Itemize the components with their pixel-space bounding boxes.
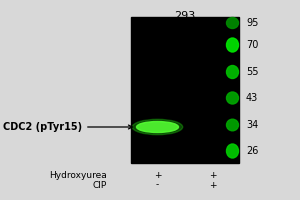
Text: 293: 293 (174, 11, 195, 21)
Text: 26: 26 (246, 146, 258, 156)
Ellipse shape (226, 92, 238, 104)
Text: 43: 43 (246, 93, 258, 103)
Ellipse shape (132, 119, 183, 135)
Ellipse shape (226, 119, 238, 131)
Bar (130, 17, 238, 163)
Text: Hydroxyurea: Hydroxyurea (49, 170, 106, 180)
Ellipse shape (226, 18, 238, 28)
Text: 70: 70 (246, 40, 258, 50)
Ellipse shape (226, 144, 238, 158)
Ellipse shape (226, 38, 238, 52)
Text: +: + (209, 170, 217, 180)
Text: 34: 34 (246, 120, 258, 130)
Text: +: + (209, 180, 217, 190)
Text: 55: 55 (246, 67, 259, 77)
Text: 95: 95 (246, 18, 258, 28)
Text: -: - (156, 180, 159, 190)
Ellipse shape (226, 66, 238, 78)
Ellipse shape (136, 121, 178, 132)
Text: +: + (154, 170, 161, 180)
Text: CIP: CIP (92, 180, 106, 190)
Text: CDC2 (pTyr15): CDC2 (pTyr15) (3, 122, 132, 132)
